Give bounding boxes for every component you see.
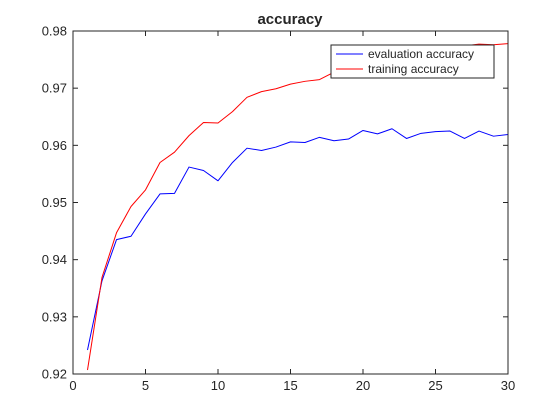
x-tick-label: 10 xyxy=(211,378,225,393)
x-tick-label: 20 xyxy=(356,378,370,393)
x-tick-label: 30 xyxy=(501,378,515,393)
x-tick-label: 0 xyxy=(69,378,76,393)
chart-title: accuracy xyxy=(257,11,323,28)
x-tick-label: 15 xyxy=(283,378,297,393)
legend-label: evaluation accuracy xyxy=(368,47,474,61)
y-tick-label: 0.95 xyxy=(42,195,67,210)
legend-label: training accuracy xyxy=(368,62,459,76)
x-tick-label: 25 xyxy=(428,378,442,393)
y-tick-label: 0.93 xyxy=(42,309,67,324)
y-tick-label: 0.94 xyxy=(42,252,67,267)
y-tick-label: 0.98 xyxy=(42,24,67,39)
x-tick-label: 5 xyxy=(142,378,149,393)
y-tick-label: 0.97 xyxy=(42,81,67,96)
y-tick-label: 0.96 xyxy=(42,138,67,153)
y-tick-label: 0.92 xyxy=(42,367,67,382)
